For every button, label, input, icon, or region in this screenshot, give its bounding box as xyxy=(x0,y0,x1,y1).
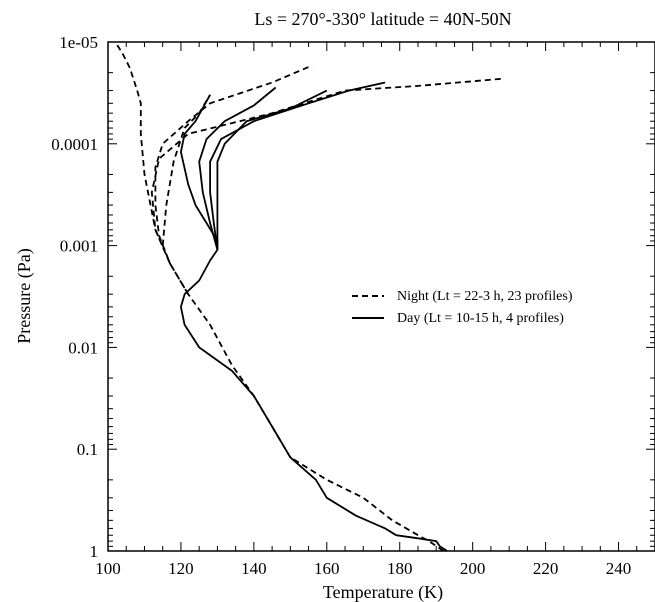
x-axis-title: Temperature (K) xyxy=(323,582,443,602)
x-tick-label: 140 xyxy=(241,559,267,578)
series-group xyxy=(114,41,502,552)
legend: Night (Lt = 22-3 h, 23 profiles) Day (Lt… xyxy=(352,289,573,326)
x-tick-label: 180 xyxy=(387,559,413,578)
x-tick-label: 220 xyxy=(533,559,559,578)
y-axis-ticks xyxy=(108,41,655,552)
legend-night-label: Night (Lt = 22-3 h, 23 profiles) xyxy=(397,289,573,304)
night-profile-line xyxy=(154,64,313,295)
y-tick-label: 0.0001 xyxy=(51,135,98,154)
day-profile-line xyxy=(216,89,328,250)
y-tick-label: 1e-05 xyxy=(59,33,98,52)
night-profile-line xyxy=(161,94,211,246)
day-profile-line xyxy=(180,94,448,552)
x-tick-label: 200 xyxy=(460,559,486,578)
y-tick-label: 0.001 xyxy=(60,237,98,256)
y-tick-label: 0.1 xyxy=(77,440,98,459)
x-tick-label: 240 xyxy=(606,559,632,578)
night-profile-line xyxy=(114,41,445,552)
day-profile-line xyxy=(198,86,277,251)
x-tick-label: 100 xyxy=(95,559,121,578)
x-tick-label: 120 xyxy=(168,559,194,578)
plot-frame xyxy=(107,41,655,552)
y-tick-label: 0.01 xyxy=(68,338,98,357)
y-tick-label: 1 xyxy=(90,542,99,561)
legend-day-label: Day (Lt = 10-15 h, 4 profiles) xyxy=(397,311,564,326)
y-axis-tick-labels: 1e-05 0.0001 0.001 0.01 0.1 1 xyxy=(51,33,98,561)
day-profile-line xyxy=(209,81,386,250)
x-axis-tick-labels: 100 120 140 160 180 200 220 240 xyxy=(95,559,631,578)
chart-title: Ls = 270°-330° latitude = 40N-50N xyxy=(254,9,511,29)
y-axis-title: Pressure (Pa) xyxy=(14,248,35,343)
x-axis-ticks xyxy=(107,42,655,551)
x-tick-label: 160 xyxy=(314,559,340,578)
